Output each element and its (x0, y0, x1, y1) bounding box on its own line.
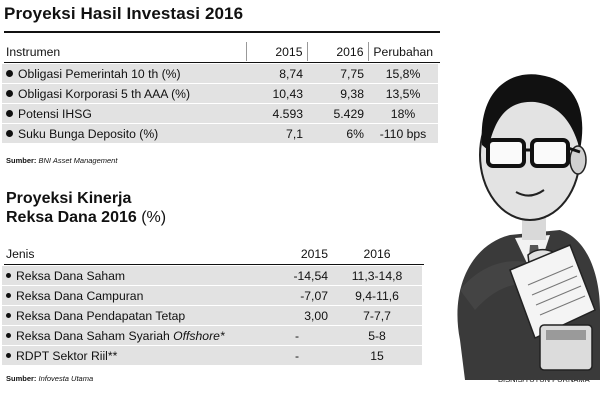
source-note-2: Sumber: Infovesta Utama (6, 374, 94, 383)
cell-2015: 7,1 (246, 123, 307, 144)
header-rule (4, 62, 440, 63)
paper-line (535, 285, 582, 306)
cell-2015: - (262, 325, 332, 346)
col-header-2015: 2015 (262, 244, 332, 263)
cell-2015: - (262, 345, 332, 366)
glasses-arm (567, 146, 581, 154)
row-label: Potensi IHSG (2, 103, 246, 124)
row-label: RDPT Sektor Riil** (2, 345, 262, 366)
row-label: Suku Bunga Deposito (%) (2, 123, 246, 144)
col-header-change: Perubahan (367, 42, 438, 61)
cell-change: 15,8% (368, 64, 438, 84)
cell-2015: -7,07 (262, 285, 332, 306)
cell-2015: -14,54 (262, 266, 332, 286)
row-label: Reksa Dana Saham Syariah Offshore* (2, 325, 262, 346)
investment-projection-table: Instrumen 2015 2016 Perubahan (2, 42, 438, 61)
table-header-row: Instrumen 2015 2016 Perubahan (2, 42, 438, 61)
cell-2015: 4.593 (246, 103, 307, 124)
hair-shape (481, 74, 583, 150)
investment-projection-body: Obligasi Pemerintah 10 th (%) 8,74 7,75 … (2, 64, 438, 144)
table-row: Reksa Dana Saham -14,54 11,3-14,8 (2, 266, 422, 286)
cell-2016: 6% (307, 123, 368, 144)
papers-shape (509, 244, 596, 340)
bullet-icon (6, 272, 11, 278)
table-row: RDPT Sektor Riil** - 15 (2, 345, 422, 366)
paper-line (531, 275, 578, 296)
glasses-left-lens (486, 138, 526, 168)
bullet-icon (6, 129, 13, 137)
paper-line (539, 295, 586, 316)
table-row: Reksa Dana Saham Syariah Offshore* - 5-8 (2, 325, 422, 346)
table-row: Reksa Dana Pendapatan Tetap 3,00 7-7,7 (2, 305, 422, 326)
bullet-icon (6, 352, 11, 358)
cell-2016: 11,3-14,8 (332, 266, 422, 286)
col-header-instrument: Instrumen (2, 42, 246, 61)
row-label: Obligasi Korporasi 5 th AAA (%) (2, 83, 246, 104)
mutual-fund-header: Jenis 2015 2016 (2, 244, 422, 263)
col-header-2016: 2016 (332, 244, 422, 263)
investment-projection-title: Proyeksi Hasil Investasi 2016 (4, 4, 244, 23)
cell-2016: 9,38 (307, 83, 368, 104)
cell-2016: 15 (332, 345, 422, 366)
header-rule (4, 264, 424, 265)
cell-2016: 7,75 (307, 64, 368, 84)
paper-line (527, 265, 574, 286)
cell-2015: 3,00 (262, 305, 332, 326)
table-row: Obligasi Korporasi 5 th AAA (%) 10,43 9,… (2, 83, 438, 104)
mouth-shape (515, 189, 545, 197)
bullet-icon (6, 292, 11, 298)
col-header-2016: 2016 (306, 42, 368, 61)
bullet-icon (6, 312, 11, 318)
mutual-fund-projection-title: Proyeksi Kinerja Reksa Dana 2016 (%) (6, 190, 167, 226)
cell-change: 18% (368, 103, 438, 124)
glasses-right-lens (530, 138, 570, 168)
col-header-2015: 2015 (245, 42, 307, 61)
cell-change: -110 bps (368, 123, 438, 144)
cell-2015: 10,43 (246, 83, 307, 104)
table-row: Reksa Dana Campuran -7,07 9,4-11,6 (2, 285, 422, 306)
cell-2016: 5-8 (332, 325, 422, 346)
row-label: Reksa Dana Campuran (2, 285, 262, 306)
cell-2016: 7-7,7 (332, 305, 422, 326)
row-label: Reksa Dana Saham (2, 266, 262, 286)
cell-change: 13,5% (368, 83, 438, 104)
source-note-1: Sumber: BNI Asset Management (6, 156, 118, 165)
bullet-icon (6, 69, 13, 77)
cell-2016: 9,4-11,6 (332, 285, 422, 306)
table-row: Obligasi Pemerintah 10 th (%) 8,74 7,75 … (2, 64, 438, 84)
bullet-icon (6, 332, 11, 338)
row-label: Reksa Dana Pendapatan Tetap (2, 305, 262, 326)
calculator-screen (546, 330, 586, 340)
bullet-icon (6, 109, 13, 117)
cell-2015: 8,74 (246, 64, 307, 84)
row-label: Obligasi Pemerintah 10 th (%) (2, 64, 246, 84)
cell-2016: 5.429 (307, 103, 368, 124)
col-header-type: Jenis (2, 244, 262, 263)
mutual-fund-table: Reksa Dana Saham -14,54 11,3-14,8 Reksa … (2, 266, 422, 366)
businessman-illustration (457, 74, 600, 380)
bullet-icon (6, 89, 13, 97)
table-header-row: Jenis 2015 2016 (2, 244, 422, 263)
table-row: Suku Bunga Deposito (%) 7,1 6% -110 bps (2, 123, 438, 144)
title-rule (4, 31, 440, 33)
table-row: Potensi IHSG 4.593 5.429 18% (2, 103, 438, 124)
